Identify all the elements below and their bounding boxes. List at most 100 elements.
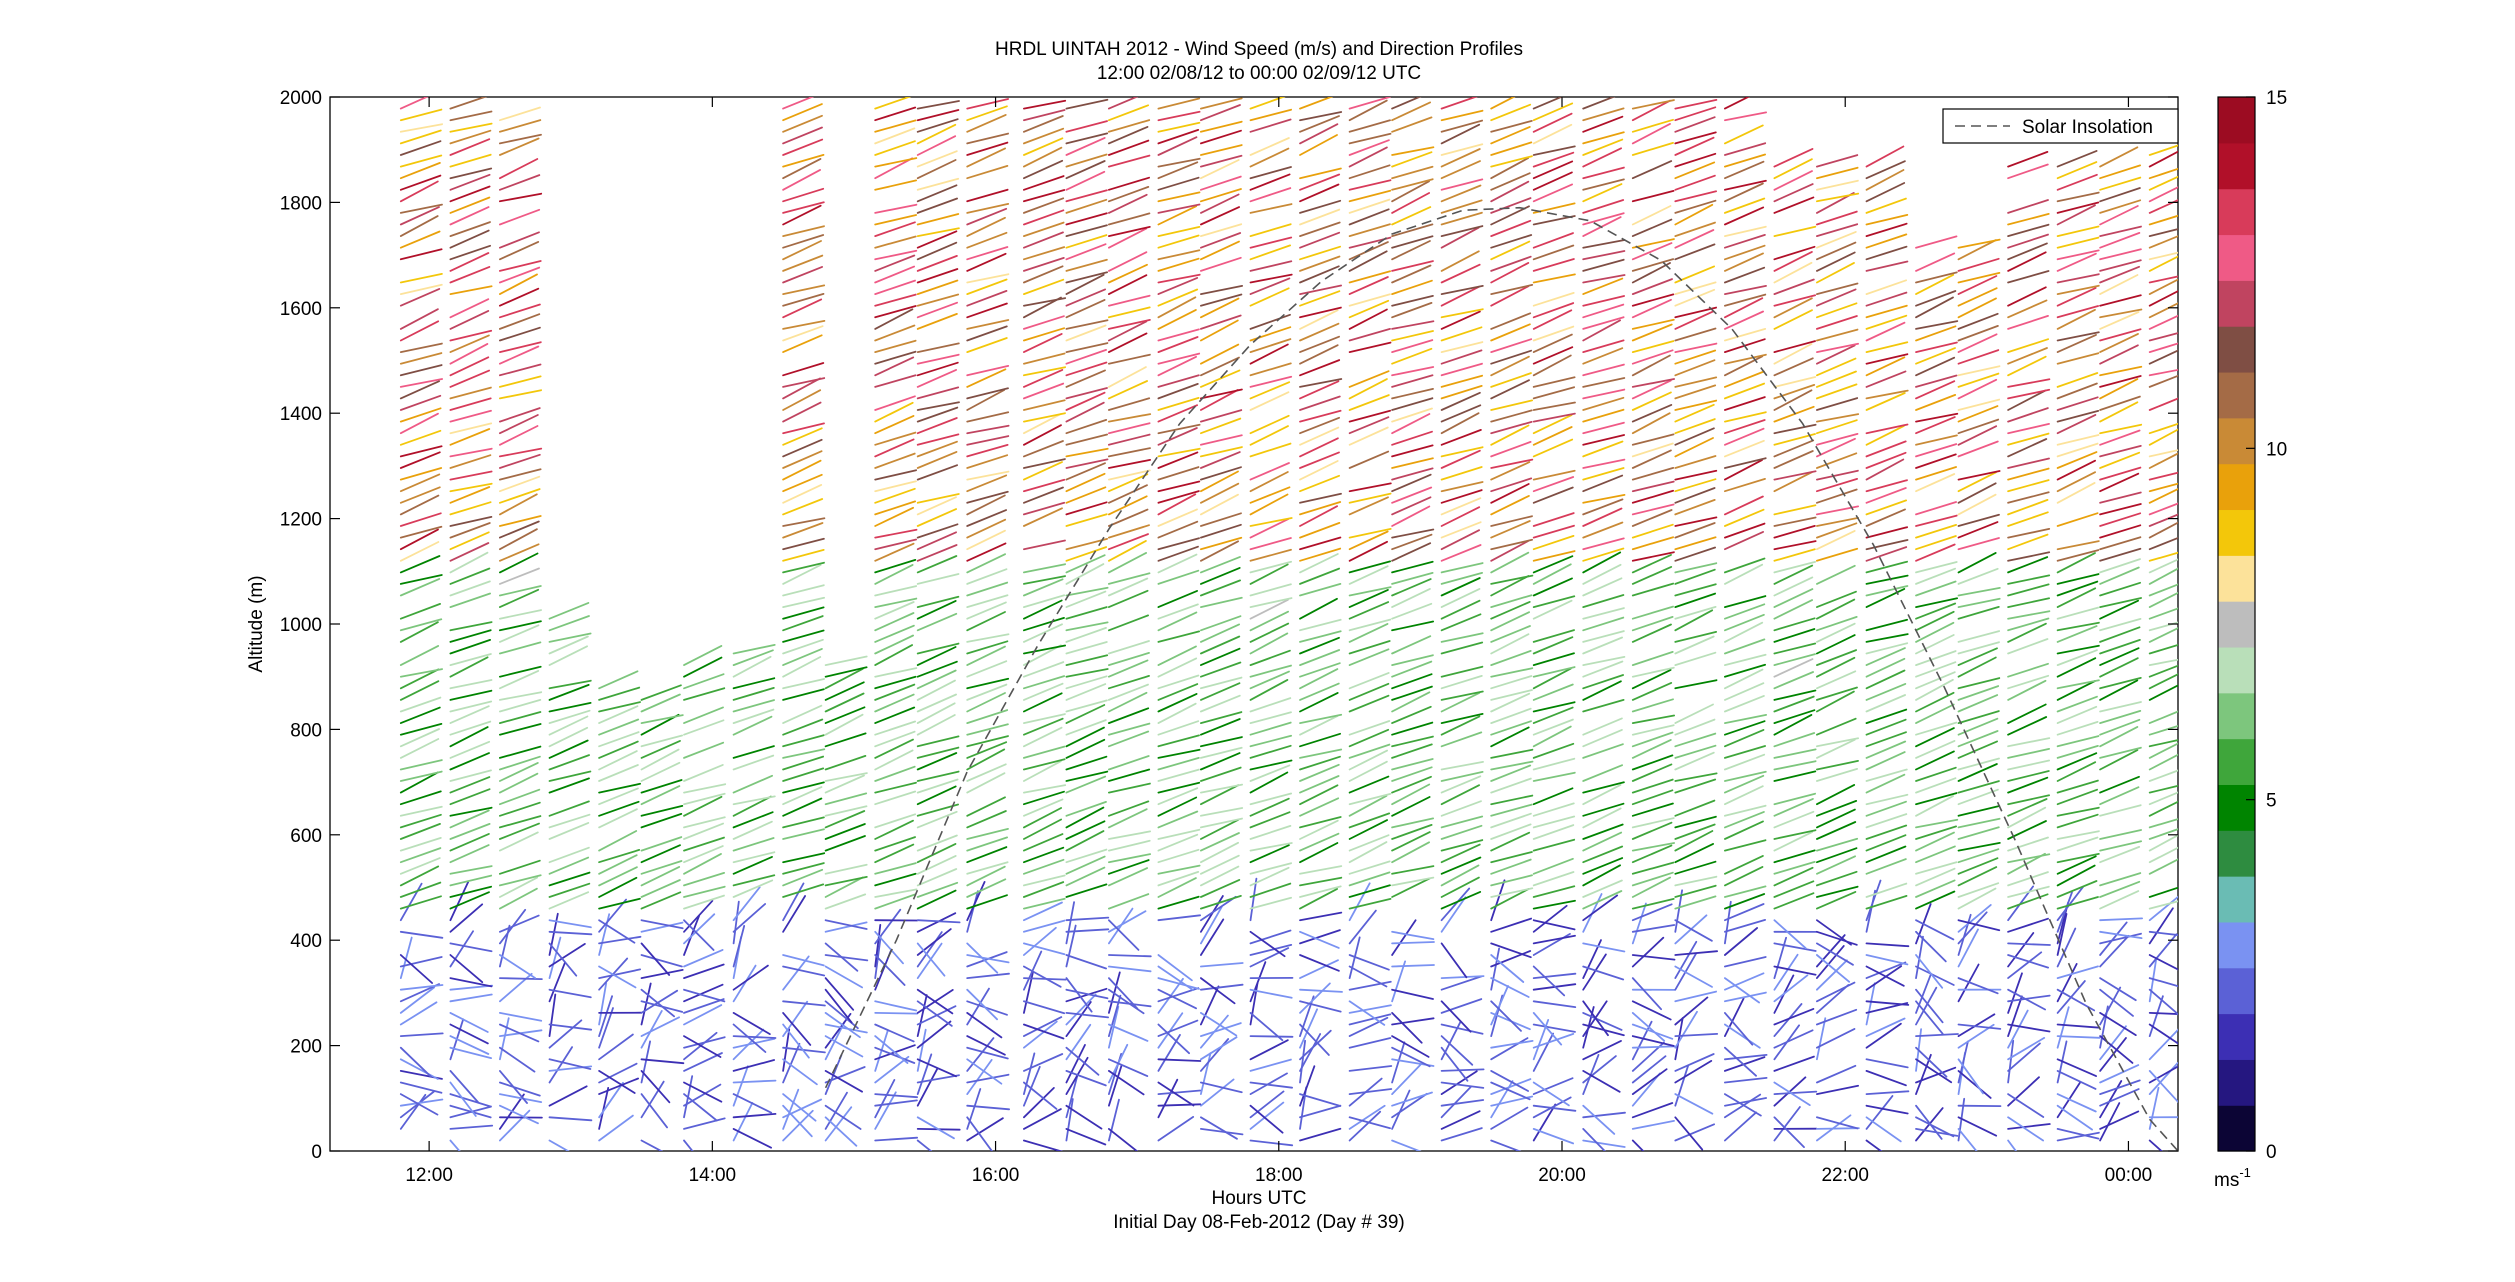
- wind-barb: [1348, 198, 1391, 214]
- wind-barb: [2148, 558, 2178, 574]
- wind-barb: [1299, 309, 1339, 330]
- wind-barb: [1674, 860, 1717, 875]
- wind-barb: [1490, 515, 1533, 527]
- wind-barb: [1157, 288, 1199, 307]
- wind-barb: [1773, 1116, 1805, 1148]
- wind-barb: [824, 921, 868, 933]
- wind-barb: [1724, 160, 1765, 180]
- wind-barb: [2099, 512, 2142, 527]
- wind-barb: [1249, 471, 1289, 493]
- wind-barb: [732, 820, 773, 840]
- wind-barb: [1348, 299, 1390, 319]
- wind-barb: [399, 129, 442, 145]
- wind-barb: [449, 891, 490, 910]
- wind-barb: [2007, 457, 2050, 469]
- wind-barb: [2056, 512, 2099, 527]
- wind-barb: [640, 982, 652, 1026]
- wind-barb: [916, 368, 957, 388]
- wind-barb: [1816, 590, 1857, 608]
- wind-barb: [449, 329, 493, 342]
- wind-barb: [1348, 1016, 1389, 1037]
- wind-barb: [1348, 640, 1391, 655]
- wind-barb: [824, 755, 867, 771]
- wind-barb: [1108, 274, 1148, 296]
- wind-barb: [1391, 876, 1435, 887]
- wind-barb: [598, 1062, 638, 1084]
- wind-barb: [732, 811, 774, 829]
- wind-barb: [1532, 512, 1575, 527]
- wind-barb: [2007, 951, 2043, 979]
- wind-barb: [1724, 1097, 1767, 1107]
- wind-barb: [916, 312, 958, 330]
- wind-barb: [2056, 442, 2099, 458]
- wind-barb: [1773, 471, 1813, 493]
- wind-barb: [1440, 404, 1482, 423]
- wind-barb: [1865, 1139, 1883, 1151]
- wind-barb: [399, 445, 443, 458]
- wind-barb: [1532, 1023, 1576, 1033]
- wind-barb: [1915, 434, 1958, 446]
- wind-barb: [449, 1035, 490, 1055]
- wind-barb: [1490, 477, 1533, 493]
- wind-barb: [1391, 1091, 1433, 1107]
- wind-barb: [1348, 139, 1390, 156]
- wind-barb: [1108, 422, 1151, 435]
- wind-barb: [1440, 887, 1471, 922]
- wind-barb: [2056, 963, 2078, 1003]
- wind-barb: [782, 522, 824, 539]
- wind-barb: [640, 1016, 680, 1037]
- wind-barb: [683, 673, 725, 690]
- x-tick-label: 12:00: [405, 1165, 453, 1186]
- wind-barb: [2056, 1104, 2094, 1131]
- wind-barb: [1108, 473, 1149, 493]
- wind-barb: [1023, 382, 1065, 400]
- wind-barb: [399, 154, 443, 168]
- wind-barb: [732, 1035, 777, 1039]
- wind-barb: [1674, 635, 1715, 655]
- wind-barb: [1957, 919, 2001, 932]
- wind-barb: [782, 1000, 826, 1007]
- wind-barb: [1674, 516, 1718, 527]
- wind-barb: [966, 828, 1009, 840]
- wind-barb: [1582, 131, 1625, 145]
- wind-barb: [1865, 740, 1907, 759]
- wind-barb: [1957, 887, 1997, 910]
- wind-barb: [683, 1139, 694, 1151]
- wind-barb: [966, 490, 1009, 504]
- wind-barb: [1490, 205, 1530, 226]
- wind-barb: [966, 98, 1009, 110]
- wind-barb: [966, 633, 1010, 643]
- wind-barb: [966, 1073, 1010, 1084]
- wind-barb: [966, 1058, 1003, 1085]
- wind-barb: [874, 324, 916, 342]
- wind-barb: [2007, 610, 2051, 620]
- wind-barb: [1108, 800, 1150, 817]
- wind-barb: [2007, 388, 2051, 400]
- wind-barb: [1249, 744, 1292, 759]
- wind-barb: [1065, 1098, 1074, 1142]
- wind-barb: [1582, 942, 1626, 953]
- wind-barb: [1391, 877, 1431, 898]
- wind-barb: [1348, 119, 1391, 133]
- wind-barb: [1023, 644, 1062, 666]
- wind-barb: [1023, 501, 1066, 516]
- wind-barb: [1108, 495, 1148, 516]
- wind-barb: [1065, 273, 1105, 296]
- wind-barb: [1348, 623, 1389, 643]
- wind-barb: [1674, 136, 1715, 156]
- wind-barb: [1631, 698, 1674, 713]
- wind-barb: [1065, 324, 1107, 342]
- wind-barb: [1157, 828, 1201, 840]
- wind-barb: [1773, 389, 1813, 411]
- wind-barbs: [399, 97, 2178, 1151]
- wind-barb: [1674, 744, 1717, 759]
- wind-barb: [1816, 981, 1856, 1003]
- wind-barb: [1915, 1104, 1943, 1140]
- wind-barb: [782, 298, 823, 319]
- wind-barb: [782, 459, 822, 481]
- wind-barb: [498, 1023, 540, 1043]
- wind-barb: [1582, 521, 1624, 539]
- wind-barb: [1348, 99, 1388, 122]
- wind-barb: [1724, 297, 1764, 319]
